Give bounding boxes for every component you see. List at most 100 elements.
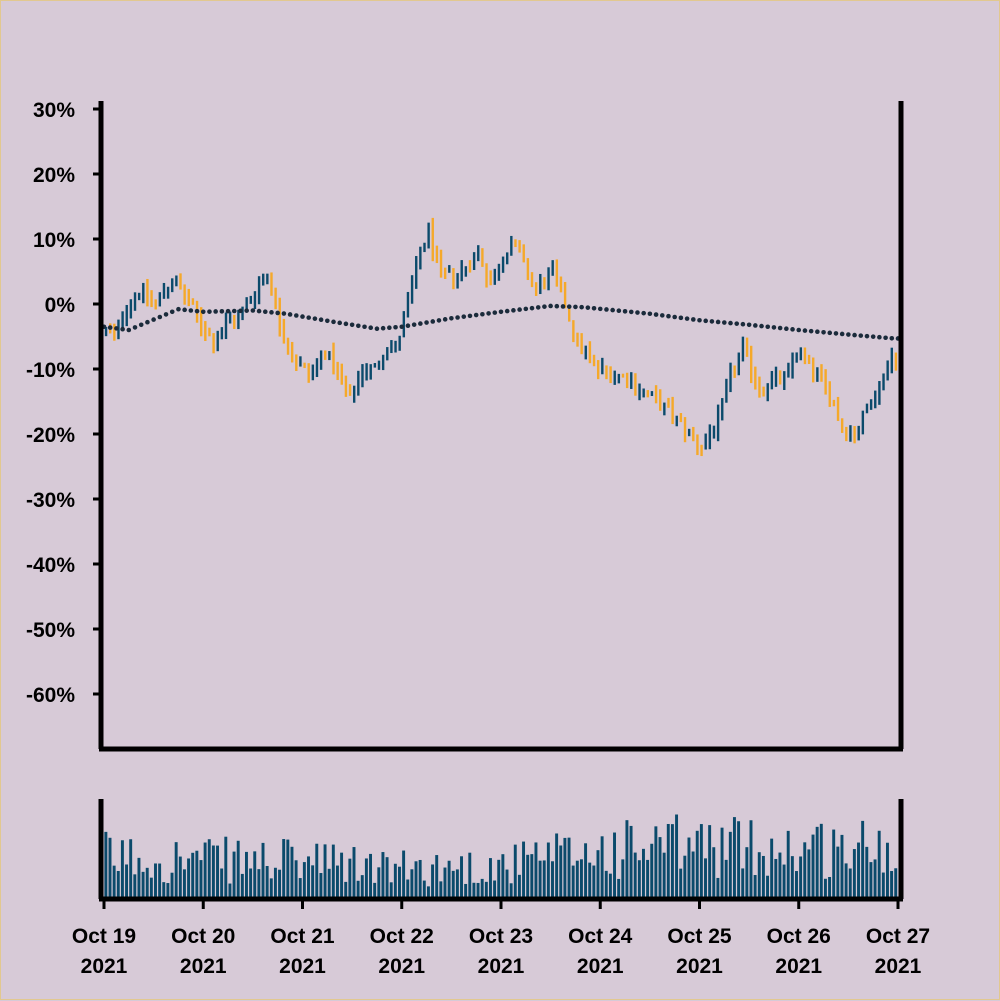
moving-average-point: [393, 324, 398, 330]
moving-average-point: [678, 315, 684, 321]
moving-average-point: [659, 313, 665, 318]
volume-bar: [588, 862, 592, 897]
volume-bar: [178, 856, 182, 897]
volume-bar: [203, 842, 207, 897]
volume-bar: [431, 864, 435, 897]
moving-average-point: [250, 308, 256, 313]
volume-bar: [596, 850, 600, 897]
volume-bar: [530, 854, 534, 897]
moving-average-point: [331, 319, 336, 325]
volume-bar: [294, 860, 298, 897]
y-tick-label: 0%: [45, 294, 76, 317]
moving-average-point: [883, 335, 888, 341]
moving-average-point: [387, 325, 392, 331]
moving-average-point: [194, 308, 200, 314]
moving-average-point: [151, 317, 156, 322]
volume-bar: [356, 880, 360, 897]
volume-bar: [484, 881, 488, 897]
volume-bar: [679, 868, 683, 897]
volume-bar: [745, 847, 749, 897]
volume-bar: [282, 839, 286, 897]
x-tick-label-date: Oct 22: [370, 925, 434, 948]
volume-bar: [158, 863, 162, 897]
y-tick-label: 30%: [33, 99, 75, 122]
volume-bar: [857, 842, 860, 897]
volume-bar: [199, 860, 203, 897]
moving-average-point: [287, 312, 293, 317]
y-tick-label: -60%: [26, 684, 75, 707]
moving-average-point: [616, 308, 622, 314]
moving-average-point: [839, 331, 845, 337]
volume-bar: [534, 842, 538, 897]
moving-average-point: [722, 320, 727, 325]
volume-bar: [141, 871, 145, 897]
x-tick-label-year: 2021: [378, 955, 425, 978]
volume-bar: [608, 873, 612, 897]
moving-average-point: [312, 316, 318, 321]
moving-average-point: [709, 319, 715, 324]
moving-average-point: [256, 308, 262, 314]
volume-bar: [253, 851, 257, 897]
moving-average-point: [138, 322, 144, 328]
volume-bar: [120, 840, 124, 897]
volume-bar: [112, 865, 116, 897]
moving-average-point: [523, 306, 529, 312]
volume-bar: [782, 864, 786, 897]
volume-bar: [501, 854, 505, 897]
volume-bar: [145, 867, 149, 897]
volume-bar: [493, 880, 497, 897]
moving-average-point: [356, 323, 361, 329]
volume-bar: [522, 841, 526, 897]
moving-average-point: [560, 304, 566, 309]
x-tick-label-date: Oct 25: [667, 925, 732, 948]
moving-average-point: [690, 317, 696, 322]
volume-bar: [137, 857, 141, 897]
volume-bar: [650, 843, 654, 897]
volume-bar: [451, 870, 455, 897]
moving-average-point: [635, 310, 640, 315]
volume-bar: [377, 867, 381, 897]
volume-bar: [497, 859, 501, 897]
volume-bar: [555, 833, 559, 897]
moving-average-point: [455, 315, 460, 320]
moving-average-point: [281, 311, 287, 316]
volume-bar: [894, 868, 898, 897]
y-tick-label: 10%: [33, 229, 75, 252]
x-tick-label-date: Oct 19: [72, 925, 136, 948]
volume-bar: [162, 882, 166, 897]
moving-average-point: [889, 335, 895, 341]
moving-average-point: [610, 307, 615, 313]
moving-average-point: [238, 308, 243, 314]
volume-bar: [819, 823, 823, 897]
volume-bar: [881, 872, 885, 897]
volume-bar: [584, 843, 588, 897]
x-tick-label-year: 2021: [577, 955, 624, 978]
moving-average-point: [182, 307, 187, 313]
volume-bar: [687, 837, 691, 897]
moving-average-point: [337, 320, 343, 326]
volume-bar: [790, 856, 794, 897]
volume-bar: [207, 839, 211, 897]
volume-bar: [621, 859, 625, 897]
volume-bar: [249, 868, 253, 897]
moving-average-point: [535, 305, 541, 310]
volume-bar: [844, 863, 848, 897]
x-tick-label-year: 2021: [775, 955, 822, 978]
volume-bar: [600, 836, 604, 897]
moving-average-point: [821, 329, 826, 335]
moving-average-point: [275, 310, 280, 316]
moving-average-point: [486, 311, 491, 316]
volume-bar: [373, 882, 377, 897]
volume-panel: Oct 19 2021 Oct 20 2021 Oct 21 2021 Oct 22 2021…: [72, 799, 930, 978]
x-tick-label-year: 2021: [478, 955, 525, 978]
moving-average-point: [145, 319, 150, 325]
moving-average-point: [480, 311, 485, 317]
volume-bar: [257, 869, 261, 897]
volume-bar: [509, 883, 513, 897]
volume-bar: [472, 882, 476, 897]
moving-average-point: [858, 333, 864, 338]
volume-bar: [488, 858, 492, 897]
moving-average-point: [213, 309, 218, 314]
moving-average-point: [300, 314, 305, 319]
moving-average-point: [157, 314, 163, 320]
